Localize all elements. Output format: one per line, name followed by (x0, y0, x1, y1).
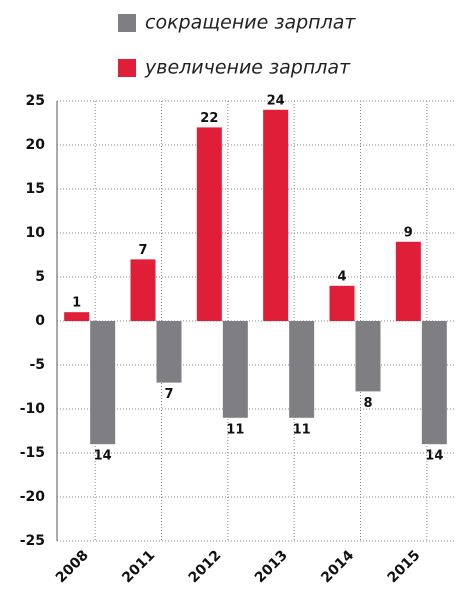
bar (222, 321, 248, 418)
y-tick-label: 10 (26, 225, 46, 241)
bar (289, 321, 315, 418)
value-label: 11 (226, 422, 244, 437)
y-tick-label: -10 (20, 401, 46, 417)
y-tick-label: 20 (26, 137, 46, 153)
y-tick-label: 5 (35, 269, 45, 285)
bar (263, 109, 289, 321)
value-label: 24 (267, 93, 285, 108)
y-tick-label: -15 (20, 445, 45, 461)
x-tick-label: 2008 (53, 547, 92, 586)
value-label: 9 (404, 225, 413, 240)
legend-label: сокращение зарплат (145, 12, 356, 34)
bar (90, 321, 116, 445)
bar (395, 241, 421, 321)
y-tick-label: -25 (20, 533, 45, 549)
value-label: 22 (200, 111, 218, 126)
x-tick-label: 2013 (252, 547, 291, 586)
x-tick-label: 2015 (385, 547, 424, 586)
y-tick-label: -5 (29, 357, 45, 373)
x-tick-label: 2012 (186, 547, 225, 586)
bar (355, 321, 381, 392)
x-tick-label: 2011 (119, 547, 158, 586)
value-label: 11 (293, 422, 311, 437)
value-label: 7 (164, 387, 173, 402)
y-tick-label: -20 (20, 489, 46, 505)
y-tick-label: 0 (35, 313, 45, 329)
value-label: 7 (138, 243, 147, 258)
value-label: 1 (72, 296, 81, 311)
bar (196, 127, 222, 322)
bar (64, 312, 90, 321)
value-label: 14 (425, 449, 443, 464)
value-label: 14 (94, 449, 112, 464)
bar (329, 285, 355, 321)
value-label: 4 (337, 269, 346, 284)
y-tick-label: 15 (26, 181, 45, 197)
legend-swatch (118, 14, 136, 32)
bar (156, 321, 182, 383)
bar (421, 321, 447, 445)
bar (130, 259, 156, 321)
legend-label: увеличение зарплат (144, 57, 351, 79)
legend-swatch (118, 59, 136, 77)
x-tick-label: 2014 (318, 547, 357, 586)
y-tick-label: 25 (26, 93, 45, 109)
value-label: 8 (363, 396, 372, 411)
